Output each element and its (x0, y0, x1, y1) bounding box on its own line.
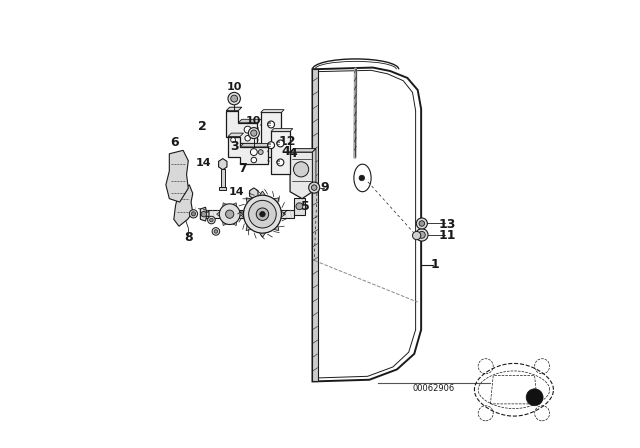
Text: 10: 10 (227, 82, 242, 91)
Circle shape (419, 221, 424, 226)
Polygon shape (232, 203, 237, 207)
Polygon shape (223, 203, 228, 207)
Circle shape (277, 159, 284, 166)
Text: 3: 3 (230, 140, 239, 153)
Polygon shape (239, 210, 246, 219)
Polygon shape (220, 186, 226, 190)
Polygon shape (250, 214, 257, 218)
Circle shape (191, 212, 196, 216)
Circle shape (256, 208, 269, 220)
Circle shape (308, 182, 320, 193)
Circle shape (189, 210, 198, 218)
Polygon shape (290, 152, 312, 198)
Circle shape (296, 203, 303, 210)
Circle shape (249, 200, 276, 228)
Polygon shape (260, 110, 284, 112)
Polygon shape (226, 111, 257, 143)
Text: 10: 10 (246, 116, 262, 126)
Text: 5: 5 (301, 200, 310, 213)
Text: 9: 9 (320, 181, 329, 194)
Polygon shape (271, 198, 279, 205)
Polygon shape (223, 221, 228, 225)
Text: 4: 4 (288, 146, 297, 159)
Circle shape (251, 130, 257, 136)
Polygon shape (246, 198, 253, 205)
Polygon shape (200, 207, 209, 221)
Circle shape (359, 175, 365, 181)
Text: e: e (266, 142, 271, 148)
Polygon shape (228, 133, 243, 137)
Circle shape (526, 389, 543, 406)
Polygon shape (250, 188, 258, 199)
Polygon shape (232, 221, 237, 225)
Polygon shape (290, 149, 316, 152)
Circle shape (259, 150, 263, 155)
Polygon shape (279, 210, 285, 219)
Polygon shape (271, 129, 293, 131)
Polygon shape (260, 112, 282, 157)
Text: 14: 14 (196, 159, 212, 168)
Circle shape (214, 230, 218, 233)
Circle shape (251, 157, 257, 163)
Circle shape (243, 195, 282, 233)
Circle shape (207, 216, 215, 224)
Circle shape (250, 149, 257, 155)
Circle shape (294, 162, 308, 177)
Circle shape (268, 121, 275, 128)
Circle shape (231, 138, 236, 142)
Text: 12: 12 (279, 135, 296, 148)
Polygon shape (239, 211, 243, 217)
Text: 14: 14 (229, 187, 244, 198)
Circle shape (248, 128, 259, 138)
Circle shape (231, 95, 237, 102)
Text: 13: 13 (438, 218, 456, 231)
Circle shape (419, 232, 425, 238)
Polygon shape (238, 119, 260, 123)
Text: 00062906: 00062906 (413, 384, 455, 393)
Text: 7: 7 (238, 162, 247, 175)
Circle shape (312, 185, 317, 190)
Text: 2: 2 (198, 120, 207, 133)
Polygon shape (312, 149, 316, 192)
Text: 6: 6 (170, 136, 179, 149)
Circle shape (277, 140, 284, 147)
Polygon shape (200, 210, 294, 218)
Circle shape (210, 218, 213, 222)
Circle shape (413, 232, 420, 240)
Text: e: e (266, 121, 271, 128)
Circle shape (244, 126, 251, 133)
Polygon shape (228, 137, 268, 164)
Text: 4: 4 (282, 145, 291, 158)
Polygon shape (294, 198, 305, 215)
Circle shape (220, 204, 240, 224)
Circle shape (415, 228, 428, 241)
Text: e: e (276, 159, 280, 165)
Polygon shape (252, 198, 256, 214)
Polygon shape (271, 131, 290, 174)
Polygon shape (221, 169, 225, 186)
Text: e: e (276, 141, 280, 146)
Polygon shape (312, 69, 317, 382)
Circle shape (201, 211, 207, 217)
Polygon shape (166, 151, 188, 202)
Polygon shape (240, 143, 271, 147)
Polygon shape (258, 231, 267, 237)
Circle shape (228, 92, 241, 105)
Polygon shape (271, 223, 279, 231)
Circle shape (245, 135, 250, 141)
Polygon shape (226, 107, 242, 111)
Circle shape (212, 228, 220, 235)
Circle shape (268, 142, 275, 149)
Polygon shape (258, 191, 267, 198)
Polygon shape (219, 159, 227, 170)
Polygon shape (216, 211, 220, 217)
Polygon shape (246, 223, 253, 231)
Circle shape (416, 218, 428, 229)
Text: 8: 8 (184, 231, 193, 244)
Text: 11: 11 (438, 229, 456, 242)
Polygon shape (174, 185, 193, 226)
Circle shape (260, 211, 265, 217)
Circle shape (225, 210, 234, 218)
Text: 1: 1 (431, 258, 439, 271)
